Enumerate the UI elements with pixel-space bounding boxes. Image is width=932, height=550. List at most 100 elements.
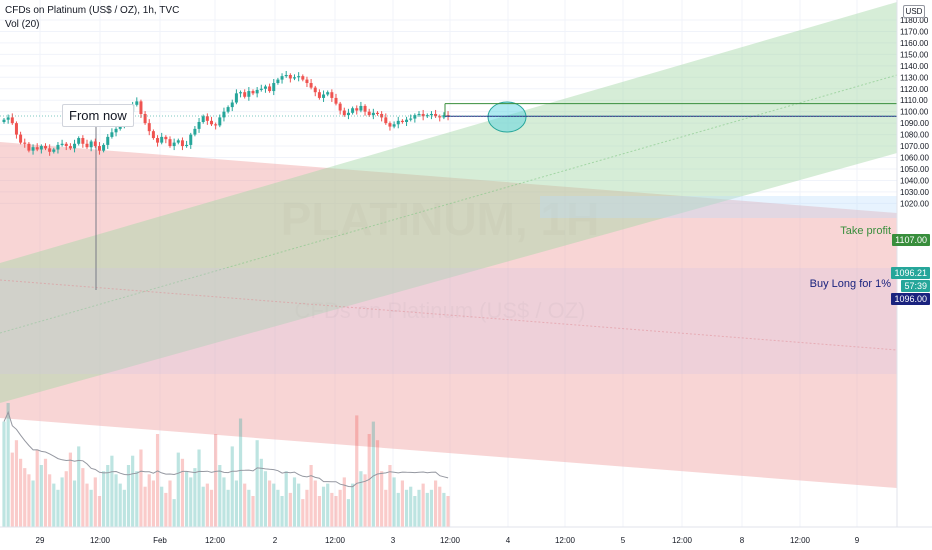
volume-bar <box>355 415 359 527</box>
volume-bar <box>155 434 160 527</box>
time-tick-label: 4 <box>506 536 511 545</box>
price-tick-label: 1150.00 <box>900 50 929 59</box>
candle <box>396 120 400 125</box>
candle <box>23 142 27 144</box>
volume-bar <box>297 483 301 527</box>
from-now-callout[interactable]: From now <box>62 104 134 127</box>
candle <box>405 119 409 122</box>
price-levels[interactable] <box>0 103 897 117</box>
symbol-line[interactable]: CFDs on Platinum (US$ / OZ), 1h, TVC <box>5 5 180 16</box>
candle <box>363 105 367 112</box>
volume-bar <box>326 483 330 527</box>
chart-header: CFDs on Platinum (US$ / OZ), 1h, TVC Vol… <box>5 4 179 32</box>
candle <box>446 115 450 117</box>
candle <box>276 79 280 84</box>
volume-bar <box>309 465 313 527</box>
volume-bar <box>23 468 27 527</box>
volume-bar <box>351 483 355 527</box>
time-tick-label: 9 <box>855 536 860 545</box>
volume-bar <box>81 468 85 527</box>
volume-bar <box>330 492 334 527</box>
candle <box>438 116 442 118</box>
volume-bar <box>31 480 35 527</box>
green-channel <box>0 2 897 403</box>
annotations[interactable]: Take profit Buy Long for 1% <box>810 225 892 290</box>
time-tick-label: 12:00 <box>440 536 461 545</box>
candle <box>180 140 184 147</box>
price-tick-label: 1060.00 <box>900 154 929 163</box>
volume-bar <box>209 489 214 527</box>
volume-bar <box>438 486 442 527</box>
volume-bar <box>97 496 102 527</box>
entry-tag: 1096.00 <box>891 293 930 305</box>
candle <box>218 117 222 126</box>
candle <box>160 136 164 143</box>
candle <box>247 91 251 97</box>
candle <box>156 138 160 143</box>
take-profit-tag: 1107.00 <box>892 234 930 246</box>
volume-bar <box>48 474 52 527</box>
volume-bar <box>2 421 6 527</box>
candle <box>164 136 168 140</box>
candle <box>93 141 97 147</box>
volume-bar <box>417 489 421 527</box>
price-tick-label: 1050.00 <box>900 165 929 174</box>
candle <box>243 92 247 97</box>
candle <box>355 108 359 111</box>
volume-bar <box>292 477 297 527</box>
watermark-subtitle: CFDs on Platinum (US$ / OZ) <box>295 298 586 323</box>
indicator-line[interactable]: Vol (20) <box>5 19 40 30</box>
volume-bar <box>338 489 342 527</box>
volume-bar <box>160 486 164 527</box>
candle <box>222 111 226 118</box>
candle <box>106 136 110 145</box>
candle <box>322 94 326 98</box>
volume-bars <box>2 403 450 527</box>
volume-bar <box>201 486 205 527</box>
price-tick-label: 1120.00 <box>900 85 929 94</box>
watermark-title: PLATINUM, 1H <box>281 193 600 245</box>
volume-bar <box>305 489 309 527</box>
volume-bar <box>197 449 201 527</box>
time-tick-label: 12:00 <box>90 536 111 545</box>
candle <box>197 121 201 129</box>
volume-bar <box>122 489 126 527</box>
candle <box>239 92 243 94</box>
candle <box>210 120 213 125</box>
volume-bar <box>255 440 259 527</box>
volume-bar <box>14 440 19 527</box>
volume-bar <box>434 480 438 527</box>
candle <box>268 86 272 92</box>
volume-bar <box>106 465 110 527</box>
parallel-channels[interactable] <box>0 2 898 488</box>
candle <box>309 83 313 88</box>
candle <box>151 131 155 139</box>
candle <box>56 144 60 150</box>
volume-bar <box>404 489 409 527</box>
candle <box>89 141 93 148</box>
volume-bar <box>384 489 388 527</box>
volume-bar <box>222 477 226 527</box>
volume-bar <box>110 455 114 527</box>
time-tick-label: 29 <box>36 536 45 545</box>
volume-bar <box>284 471 288 527</box>
candle <box>64 143 68 147</box>
target-ellipse <box>487 101 527 133</box>
candle <box>421 113 425 117</box>
volume-bar <box>52 483 56 527</box>
currency-badge[interactable]: USD <box>903 5 925 18</box>
time-tick-label: Feb <box>153 536 167 545</box>
candle <box>234 93 238 103</box>
volume-bar <box>425 492 429 527</box>
volume-bar <box>164 492 168 527</box>
time-tick-label: 12:00 <box>790 536 811 545</box>
volume-bar <box>102 471 106 527</box>
time-axis[interactable]: 29 12:00 Feb 12:00 2 12:00 3 12:00 4 12:00 5 12:00 8… <box>0 526 932 545</box>
countdown-tag: 57:39 <box>901 280 930 292</box>
candle <box>110 132 114 137</box>
candle <box>81 138 85 144</box>
candle <box>305 79 309 84</box>
volume-bar <box>446 496 450 527</box>
current-price-tag: 1096.21 <box>891 267 930 279</box>
